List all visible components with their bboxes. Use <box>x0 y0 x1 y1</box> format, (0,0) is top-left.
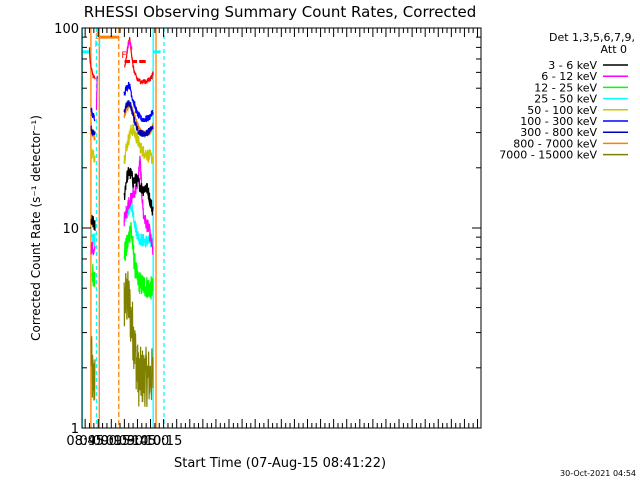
y-tick-label-10: 10 <box>62 222 79 237</box>
series-7000-15000-kev-segment-1 <box>90 336 96 401</box>
y-tick-label-100: 100 <box>54 22 79 37</box>
x-axis-label: Start Time (07-Aug-15 08:41:22) <box>174 456 386 471</box>
y-axis-label: Corrected Count Rate (s⁻¹ detector⁻¹) <box>29 115 43 341</box>
legend-label-100-300-kev: 100 - 300 keV <box>520 115 597 128</box>
legend-label-300-800-kev: 300 - 800 keV <box>520 126 597 139</box>
x-tick-label-09-30: 09:30 <box>106 434 143 449</box>
legend-label-50-100-kev: 50 - 100 keV <box>527 104 597 117</box>
series-3-6-kev-segment-1 <box>90 214 96 231</box>
x-tick-label-08-45: 08:45 <box>66 434 103 449</box>
plot-area: SNF <box>82 28 165 428</box>
series-6-12-kev-segment-2 <box>95 75 99 111</box>
series-100-300-kev-segment-2 <box>123 81 154 123</box>
series-upper-red-segment-1 <box>88 47 96 80</box>
series-100-300-kev-segment-1 <box>90 107 96 122</box>
series-7000-15000-kev-segment-2 <box>123 271 154 408</box>
series-12-25-kev-segment-1 <box>91 264 96 287</box>
axes: 1 10 100 08:4509:0009:1509:3009:4510:0010:1… <box>54 22 482 449</box>
legend-label-3-6-kev: 3 - 6 keV <box>548 59 597 72</box>
legend-header-detectors: Det 1,3,5,6,7,9, <box>549 31 635 44</box>
legend-label-25-50-kev: 25 - 50 keV <box>534 93 597 106</box>
x-tick-label-09-00: 09:00 <box>79 434 116 449</box>
legend-label-12-25-kev: 12 - 25 keV <box>534 81 597 94</box>
flag-marker-n: N <box>94 40 101 50</box>
x-tick-label-10-00: 10:00 <box>132 434 169 449</box>
series-6-12-kev-segment-3 <box>123 155 154 255</box>
series-6-12-kev-segment-1 <box>90 241 96 256</box>
series-upper-magenta-segment-1 <box>126 40 133 53</box>
timestamp: 30-Oct-2021 04:54 <box>560 469 636 478</box>
legend-label-800-7000-kev: 800 - 7000 keV <box>513 137 597 150</box>
legend-label-6-12-kev: 6 - 12 keV <box>541 70 597 83</box>
x-tick-label-09-45: 09:45 <box>119 434 156 449</box>
flag-marker-f: F <box>121 51 126 61</box>
y-tick-label-1: 1 <box>71 422 79 437</box>
series-300-800-kev-segment-2 <box>123 99 154 138</box>
series-25-50-kev-segment-2 <box>123 200 154 249</box>
chart-title: RHESSI Observing Summary Count Rates, Co… <box>84 3 477 21</box>
series-3-6-kev-segment-2 <box>123 167 154 216</box>
x-tick-label-09-15: 09:15 <box>93 434 130 449</box>
series-300-800-kev-segment-1 <box>90 125 96 137</box>
legend-header-attenuator: Att 0 <box>601 43 627 56</box>
series-50-100-kev-segment-1 <box>90 148 96 163</box>
series-12-25-kev-segment-2 <box>123 221 154 300</box>
legend-label-7000-15000-kev: 7000 - 15000 keV <box>499 149 597 162</box>
plot-clip-group <box>82 28 165 428</box>
x-tick-label-10-15: 10:15 <box>145 434 182 449</box>
series-50-100-kev-segment-2 <box>123 124 154 165</box>
